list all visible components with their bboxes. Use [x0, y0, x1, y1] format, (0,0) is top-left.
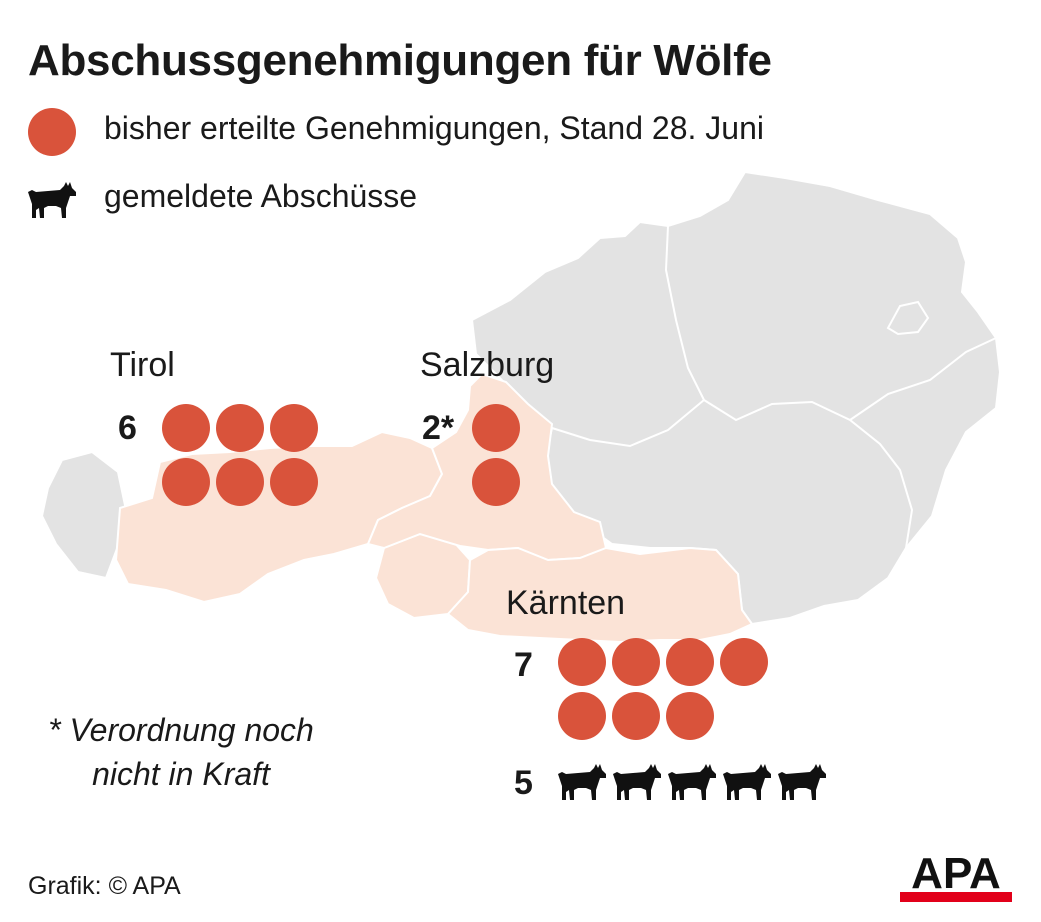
footnote: * Verordnung noch nicht in Kraft — [48, 712, 314, 792]
source-credit: Grafik: © APA — [28, 872, 181, 900]
wolf-icon — [668, 764, 716, 800]
wolf-icon — [558, 764, 606, 800]
wolf-icon — [778, 764, 826, 800]
permit-count-kaernten: 7 — [514, 646, 533, 684]
permit-dot — [558, 692, 606, 740]
map-region-kaernten — [446, 546, 754, 644]
permit-count-tirol: 6 — [118, 409, 137, 447]
permit-dot — [472, 458, 520, 506]
legend-permits-label: bisher erteilte Genehmigungen, Stand 28.… — [104, 110, 764, 146]
permit-dot — [612, 692, 660, 740]
permit-dot — [216, 404, 264, 452]
permit-dot — [666, 692, 714, 740]
legend-permit-icon — [28, 108, 76, 156]
permit-dot — [612, 638, 660, 686]
apa-logo: APA — [900, 852, 1012, 902]
permit-dot — [162, 404, 210, 452]
wolves-shot-count-kaernten: 5 — [514, 764, 533, 802]
permit-dot — [666, 638, 714, 686]
wolf-icon — [723, 764, 771, 800]
permit-dot — [162, 458, 210, 506]
permit-dot — [472, 404, 520, 452]
apa-logo-text: APA — [911, 852, 1001, 898]
region-name-salzburg: Salzburg — [420, 346, 555, 384]
map-region-vorarlberg — [40, 450, 128, 580]
region-name-kaernten: Kärnten — [506, 584, 626, 622]
legend-shots-label: gemeldete Abschüsse — [104, 178, 418, 214]
page-title: Abschussgenehmigungen für Wölfe — [28, 36, 772, 85]
permit-dot — [720, 638, 768, 686]
permit-dot — [216, 458, 264, 506]
permit-dot — [270, 404, 318, 452]
permit-dot — [558, 638, 606, 686]
permit-dot — [270, 458, 318, 506]
wolf-icon — [28, 182, 76, 218]
permit-count-salzburg: 2* — [422, 409, 455, 447]
region-name-tirol: Tirol — [110, 346, 175, 384]
wolf-icon — [613, 764, 661, 800]
